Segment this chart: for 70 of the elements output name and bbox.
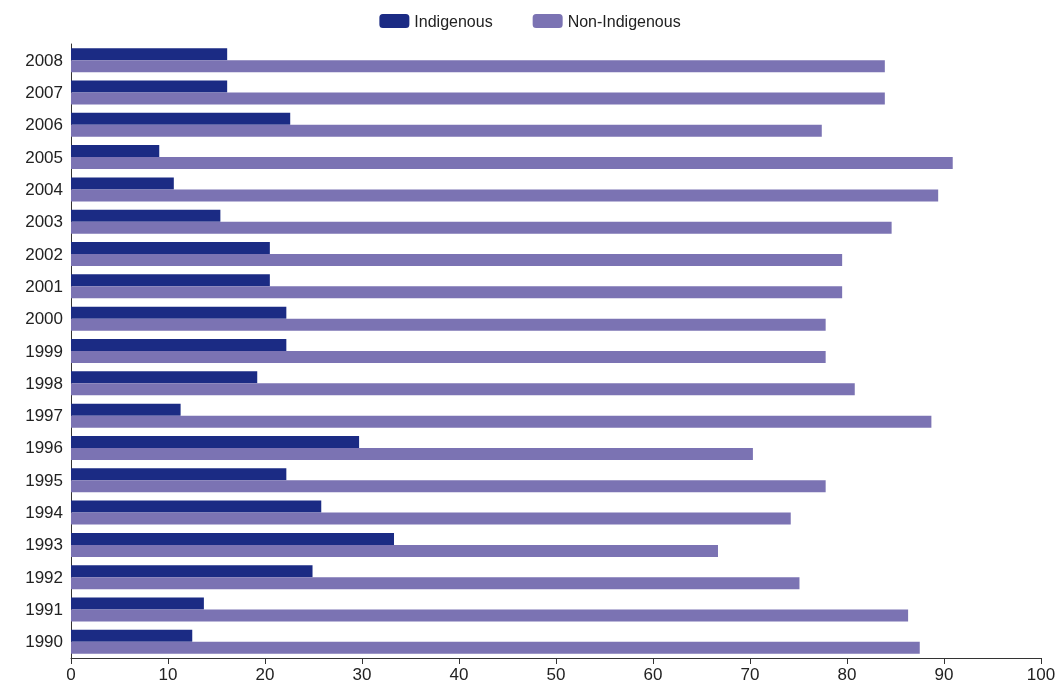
bar: [71, 577, 800, 590]
y-tick-label: 2002: [25, 244, 63, 264]
bar: [71, 274, 270, 287]
bar: [71, 468, 287, 481]
y-tick-label: 1990: [25, 632, 63, 652]
x-tick-label: 20: [255, 665, 275, 684]
bar: [71, 609, 909, 622]
x-tick-label: 80: [837, 665, 857, 684]
y-tick-label: 2000: [25, 309, 63, 329]
bar: [71, 112, 291, 125]
bar: [71, 209, 221, 222]
bar: [71, 124, 822, 137]
y-tick-label: 1991: [25, 600, 63, 620]
bar: [71, 286, 843, 299]
legend-label: Indigenous: [414, 12, 493, 30]
y-tick-label: 1994: [25, 503, 63, 523]
x-tick-label: 60: [643, 665, 663, 684]
x-tick-label: 90: [934, 665, 954, 684]
bar: [71, 403, 181, 416]
bar: [71, 157, 953, 170]
bar: [71, 351, 826, 363]
bar: [71, 254, 843, 267]
bar: [71, 177, 174, 190]
bar: [71, 145, 160, 158]
bar: [71, 189, 939, 202]
x-tick-label: 100: [1026, 665, 1056, 684]
bar: [71, 512, 791, 525]
y-tick-label: 1996: [25, 438, 63, 458]
bar: [71, 60, 885, 73]
bar: [71, 447, 753, 460]
y-tick-label: 1998: [25, 373, 63, 393]
y-tick-label: 2001: [25, 276, 63, 296]
bar: [71, 500, 322, 513]
bar: [71, 544, 718, 557]
bar: [71, 242, 270, 255]
y-tick-label: 2008: [25, 50, 63, 70]
bar: [71, 641, 920, 654]
y-tick-label: 1993: [25, 535, 63, 555]
x-tick-label: 50: [546, 665, 566, 684]
bar: [71, 92, 885, 105]
x-tick-label: 70: [740, 665, 760, 684]
bar: [71, 371, 258, 384]
y-tick-label: 2006: [25, 115, 63, 135]
y-tick-label: 1992: [25, 567, 63, 587]
y-tick-label: 2003: [25, 212, 63, 232]
bar: [71, 80, 228, 93]
bar: [71, 221, 892, 234]
y-tick-label: 2005: [25, 147, 63, 167]
bar: [71, 339, 287, 351]
bar: [71, 480, 826, 493]
y-tick-label: 2007: [25, 82, 63, 102]
bar: [71, 597, 204, 610]
bar: [71, 435, 360, 448]
bar: [71, 532, 395, 545]
bar: [71, 48, 228, 61]
y-tick-label: 2004: [25, 179, 63, 199]
x-tick-label: 0: [66, 665, 76, 684]
y-tick-label: 1997: [25, 406, 63, 426]
x-tick-label: 40: [449, 665, 469, 684]
bar: [71, 415, 932, 428]
legend-label: Non-Indigenous: [567, 12, 681, 30]
x-tick-label: 10: [158, 665, 178, 684]
bar: [71, 383, 855, 396]
bar: [71, 629, 193, 642]
y-tick-label: 1999: [25, 341, 63, 361]
bar: [71, 306, 287, 319]
y-tick-label: 1995: [25, 470, 63, 490]
bar: [71, 565, 313, 578]
x-tick-label: 30: [352, 665, 372, 684]
bar: [71, 318, 826, 331]
